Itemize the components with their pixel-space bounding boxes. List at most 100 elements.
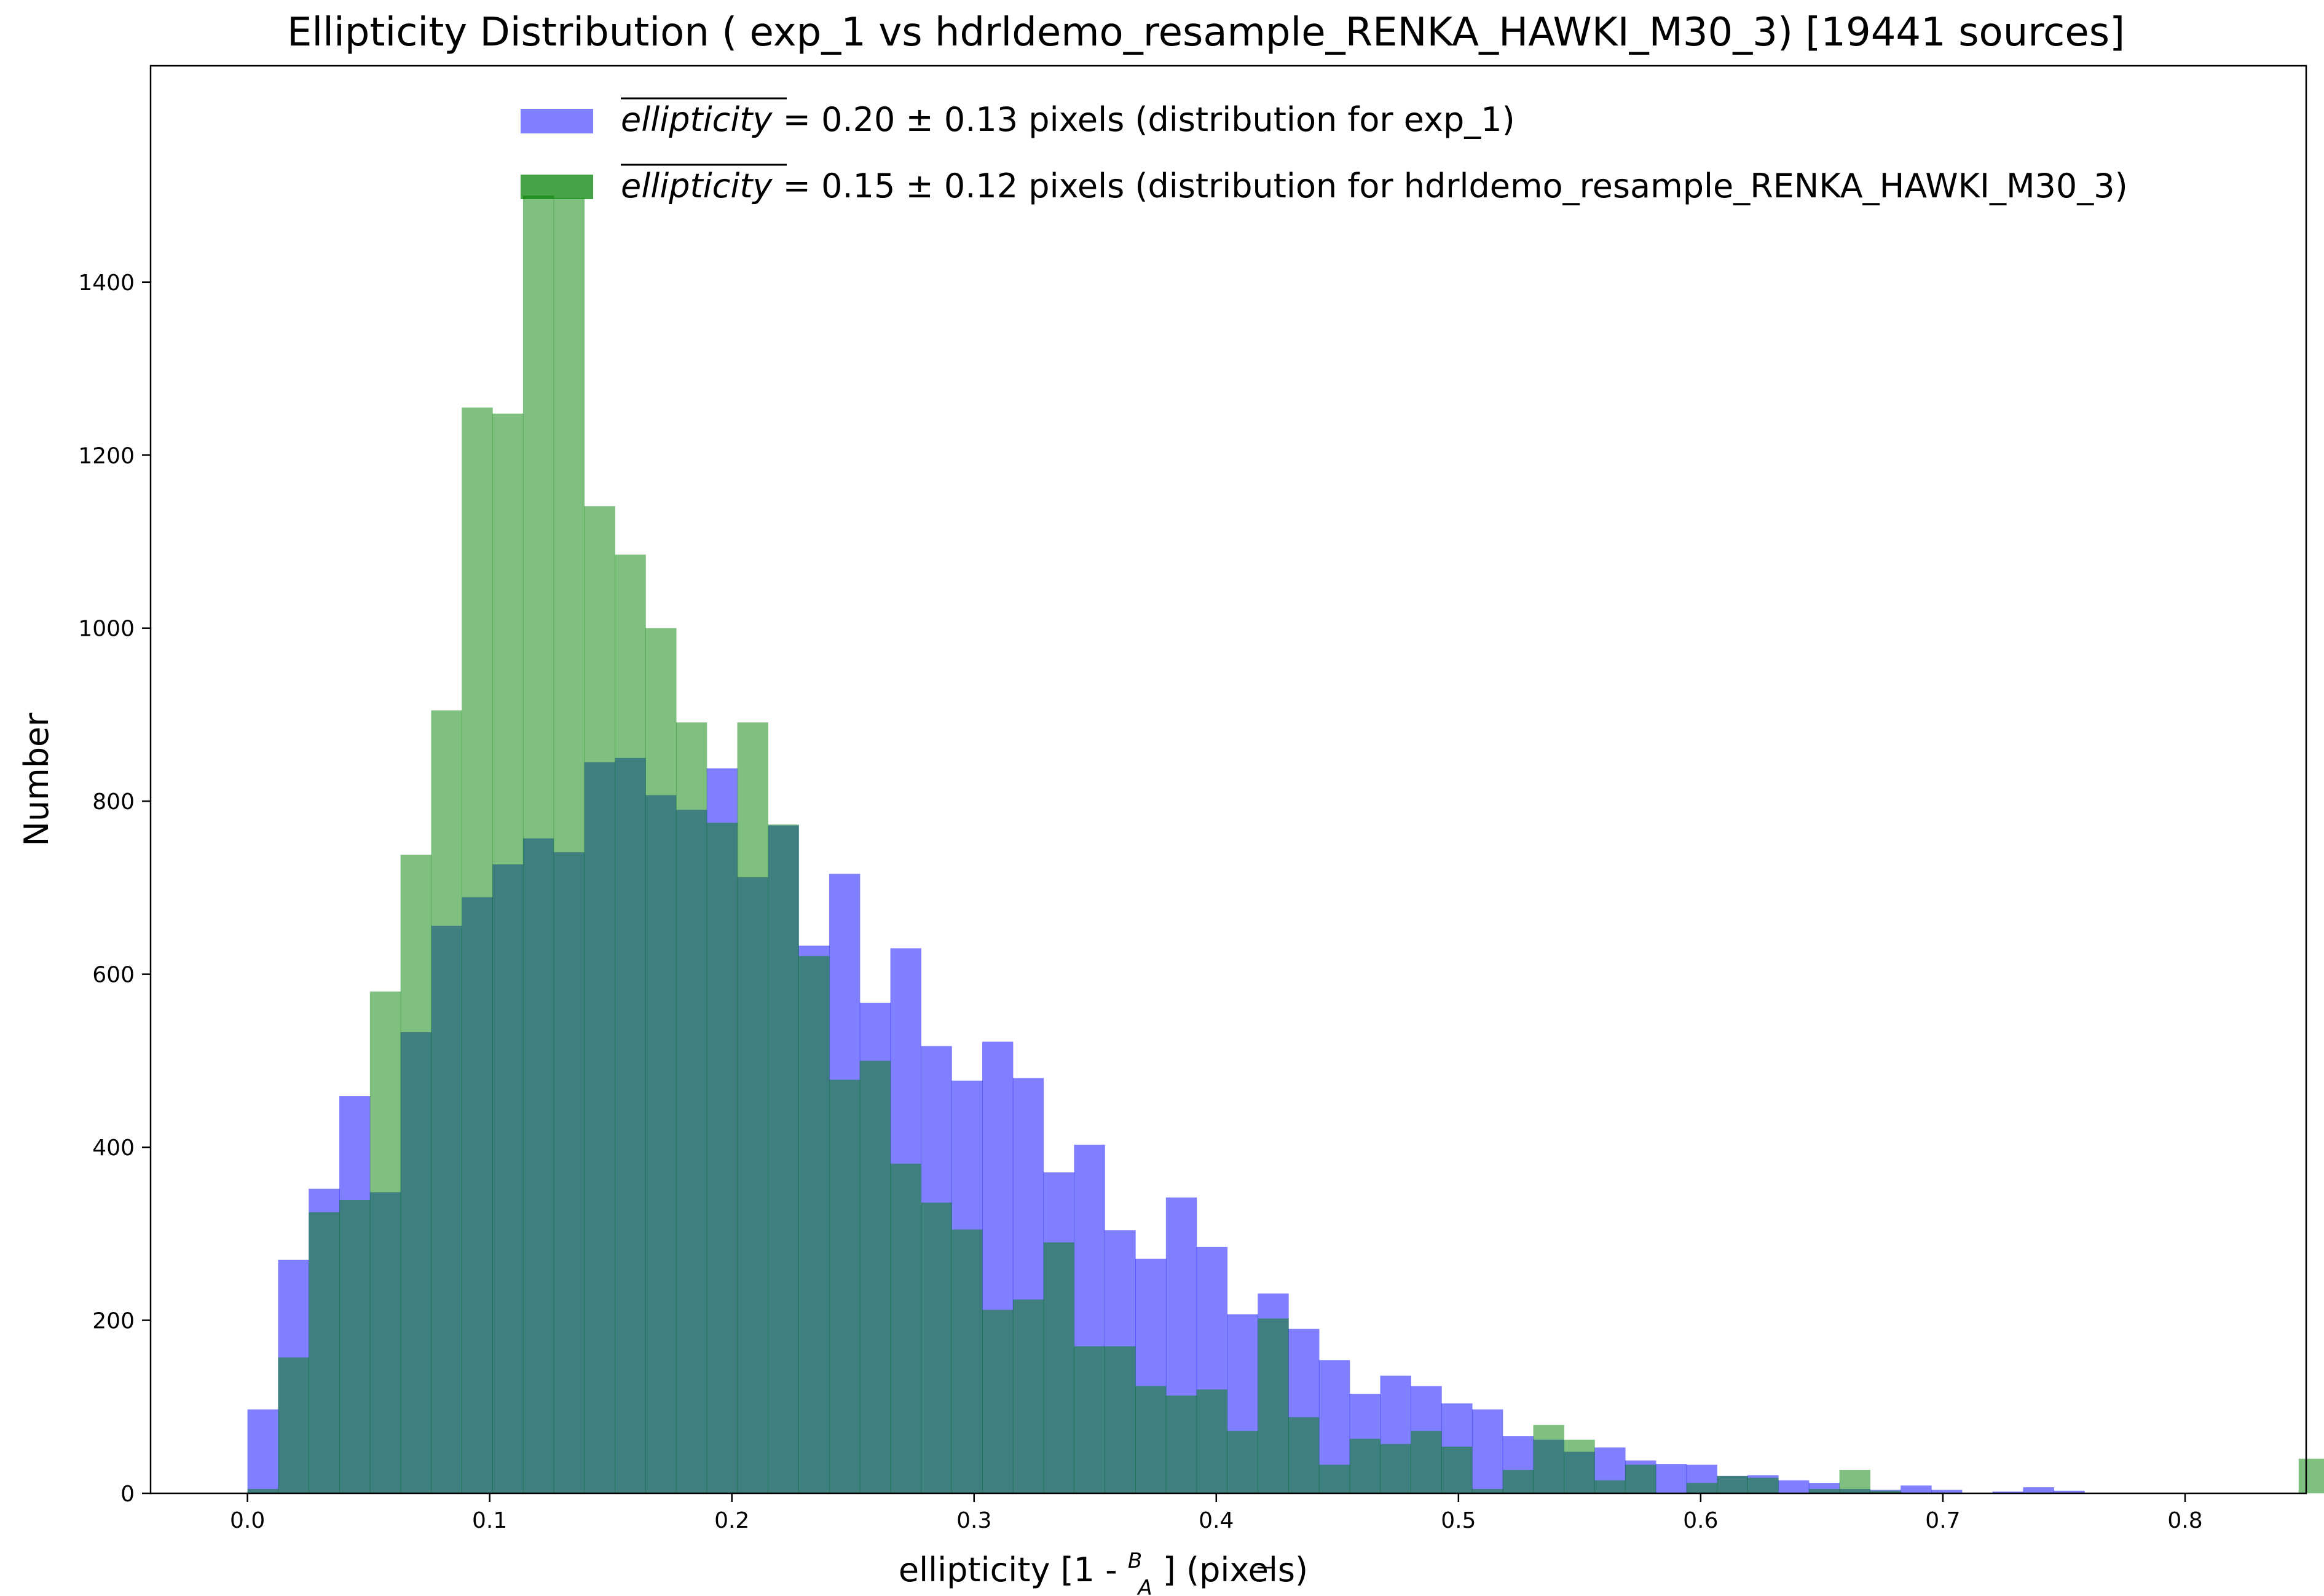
bar-hdrldemo_resample_RENKA_HAWKI_M30_3-bin-21 (890, 1163, 921, 1493)
bar-hdrldemo_resample_RENKA_HAWKI_M30_3-bin-25 (1012, 1299, 1044, 1493)
x-tick-label: 0.1 (472, 1508, 507, 1533)
bar-hdrldemo_resample_RENKA_HAWKI_M30_3-bin-32 (1227, 1431, 1258, 1493)
bar-hdrldemo_resample_RENKA_HAWKI_M30_3-bin-16 (737, 722, 768, 1493)
bar-hdrldemo_resample_RENKA_HAWKI_M30_3-bin-10 (553, 198, 585, 1493)
bar-exp_1-bin-50 (1778, 1480, 1810, 1493)
bar-hdrldemo_resample_RENKA_HAWKI_M30_3-bin-22 (921, 1203, 952, 1493)
bar-exp_1-bin-58 (2023, 1487, 2054, 1493)
bar-hdrldemo_resample_RENKA_HAWKI_M30_3-bin-38 (1411, 1431, 1442, 1493)
y-tick-label: 1400 (78, 271, 135, 296)
x-tick-label: 0.3 (956, 1508, 991, 1533)
y-axis-ticks: 0 200 400 600 800 1000 1200 1400 (78, 271, 151, 1507)
bar-exp_1-bin-46 (1655, 1464, 1687, 1493)
bar-hdrldemo_resample_RENKA_HAWKI_M30_3-bin-48 (1717, 1476, 1748, 1493)
bar-hdrldemo_resample_RENKA_HAWKI_M30_3-bin-4 (369, 991, 401, 1493)
bar-hdrldemo_resample_RENKA_HAWKI_M30_3-bin-9 (522, 196, 554, 1493)
legend-text-hdrldemo: = 0.15 ± 0.12 pixels (distribution for h… (773, 167, 2128, 205)
legend-symbol-exp-1: ellipticity (621, 100, 773, 139)
bar-hdrldemo_resample_RENKA_HAWKI_M30_3-bin-19 (829, 1080, 861, 1493)
legend-text-exp-1: = 0.20 ± 0.13 pixels (distribution for e… (773, 100, 1515, 139)
plot-area (247, 196, 2324, 1493)
bar-exp_1-bin-54 (1901, 1485, 1932, 1493)
bar-hdrldemo_resample_RENKA_HAWKI_M30_3-bin-35 (1318, 1464, 1350, 1493)
x-axis-label-main: ellipticity [1 - (899, 1551, 1128, 1589)
y-tick-label: 0 (120, 1482, 135, 1507)
x-tick-label: 0.0 (230, 1508, 265, 1533)
bar-hdrldemo_resample_RENKA_HAWKI_M30_3-bin-27 (1074, 1346, 1105, 1493)
bar-hdrldemo_resample_RENKA_HAWKI_M30_3-bin-2 (309, 1212, 340, 1493)
bar-hdrldemo_resample_RENKA_HAWKI_M30_3-bin-18 (798, 956, 830, 1493)
axes-frame (149, 65, 2307, 1495)
y-axis-label: Number (17, 713, 56, 847)
bar-hdrldemo_resample_RENKA_HAWKI_M30_3-bin-15 (706, 823, 738, 1493)
chart-title: Ellipticity Distribution ( exp_1 vs hdrl… (287, 10, 2125, 55)
y-tick-label: 1200 (78, 443, 135, 468)
legend: ellipticity = 0.20 ± 0.13 pixels (distri… (521, 97, 2128, 205)
y-tick-label: 1000 (78, 617, 135, 642)
bar-hdrldemo_resample_RENKA_HAWKI_M30_3-bin-30 (1165, 1395, 1197, 1493)
bar-hdrldemo_resample_RENKA_HAWKI_M30_3-bin-7 (462, 407, 493, 1493)
bar-exp_1-bin-59 (2054, 1490, 2085, 1493)
bar-hdrldemo_resample_RENKA_HAWKI_M30_3-bin-53 (1870, 1490, 1901, 1493)
bar-hdrldemo_resample_RENKA_HAWKI_M30_3-bin-23 (951, 1229, 983, 1493)
bar-hdrldemo_resample_RENKA_HAWKI_M30_3-bin-43 (1564, 1439, 1595, 1493)
bar-hdrldemo_resample_RENKA_HAWKI_M30_3-bin-17 (768, 824, 799, 1493)
bar-hdrldemo_resample_RENKA_HAWKI_M30_3-bin-1 (278, 1357, 309, 1493)
bar-hdrldemo_resample_RENKA_HAWKI_M30_3-bin-20 (859, 1061, 891, 1493)
bar-exp_1-bin-57 (1992, 1491, 2024, 1493)
bar-hdrldemo_resample_RENKA_HAWKI_M30_3-bin-0 (247, 1488, 279, 1493)
x-axis-label-fraction-numerator: B (1128, 1549, 1142, 1573)
x-tick-label: 0.6 (1683, 1508, 1718, 1533)
bar-hdrldemo_resample_RENKA_HAWKI_M30_3-bin-26 (1043, 1242, 1075, 1493)
legend-entry-exp-1: ellipticity = 0.20 ± 0.13 pixels (distri… (621, 100, 1515, 139)
x-axis-label: ellipticity [1 - B A ] (pixels) (899, 1537, 1308, 1596)
bar-hdrldemo_resample_RENKA_HAWKI_M30_3-bin-28 (1105, 1346, 1136, 1493)
bar-hdrldemo_resample_RENKA_HAWKI_M30_3-bin-49 (1747, 1477, 1779, 1493)
bar-hdrldemo_resample_RENKA_HAWKI_M30_3-bin-45 (1625, 1464, 1656, 1493)
legend-swatch-hdrldemo (521, 175, 593, 199)
bar-hdrldemo_resample_RENKA_HAWKI_M30_3-bin-40 (1471, 1488, 1503, 1493)
legend-symbol-hdrldemo: ellipticity (621, 167, 773, 205)
bar-hdrldemo_resample_RENKA_HAWKI_M30_3-bin-3 (339, 1199, 371, 1493)
series-hdrldemo (247, 196, 2324, 1493)
bar-hdrldemo_resample_RENKA_HAWKI_M30_3-bin-52 (1839, 1470, 1871, 1493)
bar-exp_1-bin-55 (1931, 1490, 1963, 1493)
x-tick-label: 0.5 (1441, 1508, 1476, 1533)
x-tick-label: 0.7 (1925, 1508, 1960, 1533)
bar-hdrldemo_resample_RENKA_HAWKI_M30_3-bin-31 (1196, 1389, 1228, 1493)
y-tick-label: 400 (92, 1136, 135, 1161)
bar-hdrldemo_resample_RENKA_HAWKI_M30_3-bin-6 (431, 710, 462, 1493)
bar-hdrldemo_resample_RENKA_HAWKI_M30_3-bin-8 (492, 413, 524, 1493)
bar-hdrldemo_resample_RENKA_HAWKI_M30_3-bin-12 (615, 555, 646, 1493)
bar-hdrldemo_resample_RENKA_HAWKI_M30_3-bin-34 (1288, 1417, 1320, 1493)
bar-hdrldemo_resample_RENKA_HAWKI_M30_3-bin-24 (982, 1310, 1014, 1493)
x-axis-label-tail: ] (pixels) (1163, 1551, 1308, 1589)
bar-hdrldemo_resample_RENKA_HAWKI_M30_3-bin-11 (584, 506, 615, 1493)
bar-exp_1-bin-0 (247, 1409, 279, 1493)
bar-hdrldemo_resample_RENKA_HAWKI_M30_3-bin-44 (1594, 1480, 1626, 1493)
x-axis-ticks: 0.0 0.1 0.2 0.3 0.4 0.5 0.6 0.7 0.8 (230, 1493, 2203, 1533)
bar-hdrldemo_resample_RENKA_HAWKI_M30_3-bin-29 (1135, 1386, 1167, 1493)
x-tick-label: 0.8 (2167, 1508, 2202, 1533)
y-tick-label: 800 (92, 789, 135, 815)
bar-hdrldemo_resample_RENKA_HAWKI_M30_3-bin-41 (1502, 1470, 1534, 1493)
bar-hdrldemo_resample_RENKA_HAWKI_M30_3-bin-14 (676, 722, 707, 1493)
bar-hdrldemo_resample_RENKA_HAWKI_M30_3-bin-47 (1686, 1483, 1717, 1493)
bar-hdrldemo_resample_RENKA_HAWKI_M30_3-bin-42 (1533, 1424, 1564, 1493)
x-tick-label: 0.4 (1199, 1508, 1234, 1533)
legend-entry-hdrldemo: ellipticity = 0.15 ± 0.12 pixels (distri… (621, 167, 2128, 205)
x-tick-label: 0.2 (714, 1508, 749, 1533)
bar-hdrldemo_resample_RENKA_HAWKI_M30_3-bin-67 (2298, 1458, 2324, 1493)
bar-hdrldemo_resample_RENKA_HAWKI_M30_3-bin-13 (645, 628, 677, 1493)
y-tick-label: 600 (92, 963, 135, 988)
y-tick-label: 200 (92, 1309, 135, 1334)
bar-hdrldemo_resample_RENKA_HAWKI_M30_3-bin-36 (1349, 1439, 1381, 1493)
bar-hdrldemo_resample_RENKA_HAWKI_M30_3-bin-33 (1258, 1318, 1289, 1493)
legend-swatch-exp-1 (521, 109, 593, 133)
bar-exp_1-bin-40 (1471, 1409, 1503, 1493)
x-axis-label-fraction-denominator: A (1136, 1576, 1152, 1596)
bar-hdrldemo_resample_RENKA_HAWKI_M30_3-bin-39 (1441, 1447, 1473, 1493)
bar-hdrldemo_resample_RENKA_HAWKI_M30_3-bin-37 (1380, 1444, 1411, 1493)
bar-hdrldemo_resample_RENKA_HAWKI_M30_3-bin-51 (1808, 1488, 1840, 1493)
